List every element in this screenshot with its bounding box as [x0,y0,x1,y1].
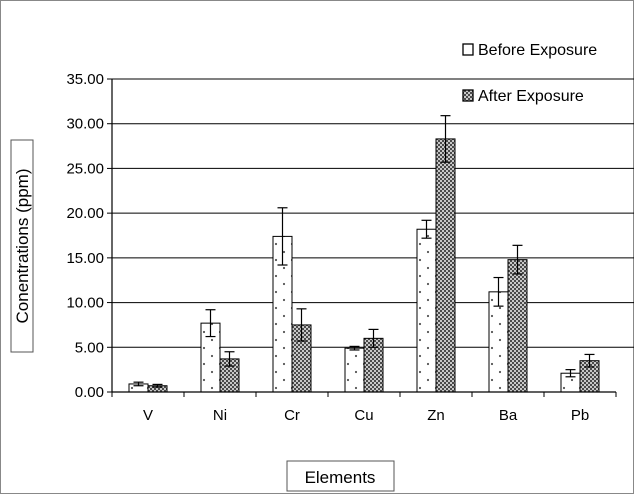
x-tick-label: Cr [284,407,300,424]
x-tick-label: Ni [213,407,227,424]
error-bars [133,115,595,388]
legend-swatch-before [462,43,474,56]
y-tick-label: 0.00 [75,384,104,401]
y-axis-title: Conentrations (ppm) [13,169,32,324]
y-tick-label: 30.00 [66,116,104,133]
y-tick-label: 20.00 [66,205,104,222]
y-tick-label: 5.00 [75,339,104,356]
x-axis-title-box [286,460,395,492]
y-axis-title-group: Conentrations (ppm) [10,139,34,353]
x-tick-label: Ba [499,407,518,424]
bar-after [435,138,456,393]
axes [111,79,617,397]
legend: Before Exposure After Exposure [462,42,597,105]
bar-before [488,291,509,393]
legend-label-before: Before Exposure [478,42,597,59]
x-axis-title-group: Elements [286,460,395,492]
x-axis-title: Elements [305,468,376,487]
x-tick-label: Cu [354,407,373,424]
x-tick-label: Pb [571,407,589,424]
legend-label-after: After Exposure [478,88,584,105]
y-tick-label: 15.00 [66,250,104,267]
bar-before [344,347,365,393]
y-tick-labels: 0.00 5.00 10.00 15.00 20.00 25.00 30.00 35.00 [66,71,104,401]
y-tick-label: 25.00 [66,160,104,177]
y-axis-title-box [10,139,34,353]
bars [128,138,600,393]
y-tick-label: 35.00 [66,71,104,88]
x-tick-label: Zn [427,407,445,424]
bar-after [507,259,528,393]
x-tick-label: V [143,407,153,424]
bar-before [416,228,437,393]
y-tick-label: 10.00 [66,295,104,312]
gridlines [107,78,634,393]
legend-swatch-after [462,89,474,102]
x-tick-labels: V Ni Cr Cu Zn Ba Pb [143,407,589,424]
